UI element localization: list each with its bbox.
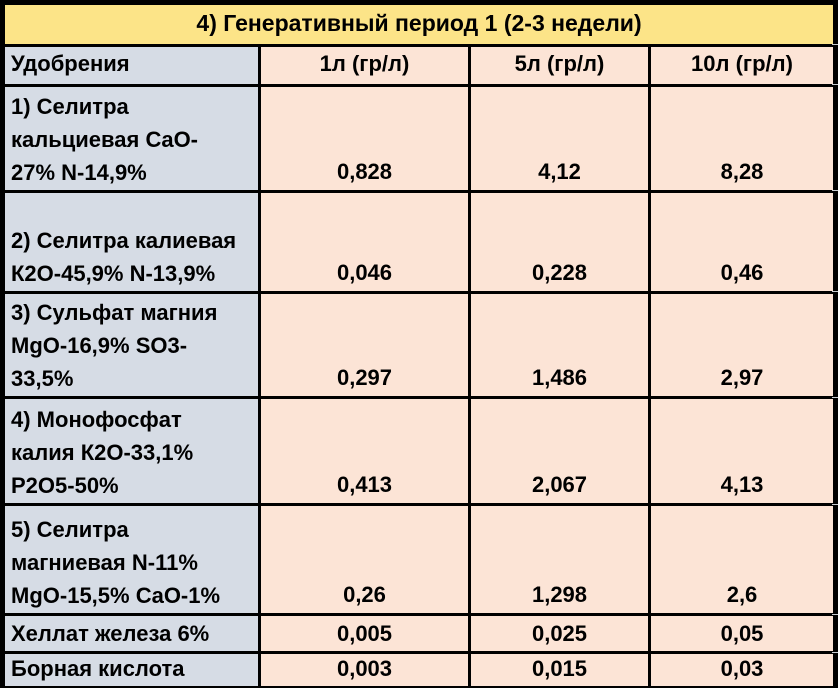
value-cell-5l: 1,298	[468, 503, 651, 616]
value-cell-1l: 0,046	[258, 190, 471, 294]
table-row: 1) Селитра кальциевая CaO- 27% N-14,9% 0…	[1, 84, 838, 193]
value-cell-10l: 0,03	[647, 651, 838, 688]
value-cell-5l: 0,228	[468, 190, 651, 294]
table-row: 4) Монофосфат калия К2О-33,1% P2O5-50% 0…	[1, 396, 838, 506]
value-cell-10l: 2,6	[647, 503, 838, 616]
fertilizer-name-cell: 1) Селитра кальциевая CaO- 27% N-14,9%	[1, 84, 261, 193]
table-row: 2) Селитра калиевая К2О-45,9% N-13,9% 0,…	[1, 190, 838, 294]
value-cell-10l: 0,05	[647, 613, 838, 654]
value-cell-1l: 0,26	[258, 503, 471, 616]
gridline-fragment	[832, 44, 838, 45]
gridline-fragment	[832, 84, 838, 85]
fertilizer-name-cell: 5) Селитра магниевая N-11% MgO-15,5% CaO…	[1, 503, 261, 616]
gridline-fragment	[832, 504, 838, 505]
table-row: 5) Селитра магниевая N-11% MgO-15,5% CaO…	[1, 503, 838, 616]
value-cell-5l: 0,015	[468, 651, 651, 688]
value-cell-5l: 4,12	[468, 84, 651, 193]
gridline-fragment	[832, 614, 838, 615]
value-cell-5l: 1,486	[468, 291, 651, 399]
fertilizer-name-cell: Хеллат железа 6%	[1, 613, 261, 654]
value-cell-1l: 0,003	[258, 651, 471, 688]
gridline-fragment	[832, 291, 838, 292]
gridline-fragment	[832, 652, 838, 653]
fertilizer-name-cell: 4) Монофосфат калия К2О-33,1% P2O5-50%	[1, 396, 261, 506]
col-header-fertilizers: Удобрения	[1, 44, 261, 87]
value-cell-1l: 0,413	[258, 396, 471, 506]
table-title: 4) Генеративный период 1 (2-3 недели)	[0, 1, 838, 47]
value-cell-5l: 0,025	[468, 613, 651, 654]
header-row: Удобрения 1л (гр/л) 5л (гр/л) 10л (гр/л)	[1, 44, 838, 87]
col-header-10l: 10л (гр/л)	[647, 44, 838, 87]
value-cell-10l: 4,13	[647, 396, 838, 506]
table-row: 3) Сульфат магния MgO-16,9% SO3- 33,5% 0…	[1, 291, 838, 399]
value-cell-1l: 0,828	[258, 84, 471, 193]
value-cell-10l: 0,46	[647, 190, 838, 294]
col-header-1l: 1л (гр/л)	[258, 44, 471, 87]
title-row: 4) Генеративный период 1 (2-3 недели)	[0, 1, 838, 47]
fertilizer-name-cell: 2) Селитра калиевая К2О-45,9% N-13,9%	[1, 190, 261, 294]
fertilizer-name-cell: Борная кислота	[1, 651, 261, 688]
table-row: Хеллат железа 6% 0,005 0,025 0,05	[1, 613, 838, 654]
col-header-5l: 5л (гр/л)	[468, 44, 651, 87]
table-row: Борная кислота 0,003 0,015 0,03	[1, 651, 838, 688]
value-cell-1l: 0,005	[258, 613, 471, 654]
value-cell-10l: 2,97	[647, 291, 838, 399]
gridline-fragment	[832, 397, 838, 398]
value-cell-5l: 2,067	[468, 396, 651, 506]
gridline-fragment	[832, 190, 838, 191]
value-cell-10l: 8,28	[647, 84, 838, 193]
fertilizer-name-cell: 3) Сульфат магния MgO-16,9% SO3- 33,5%	[1, 291, 261, 399]
value-cell-1l: 0,297	[258, 291, 471, 399]
